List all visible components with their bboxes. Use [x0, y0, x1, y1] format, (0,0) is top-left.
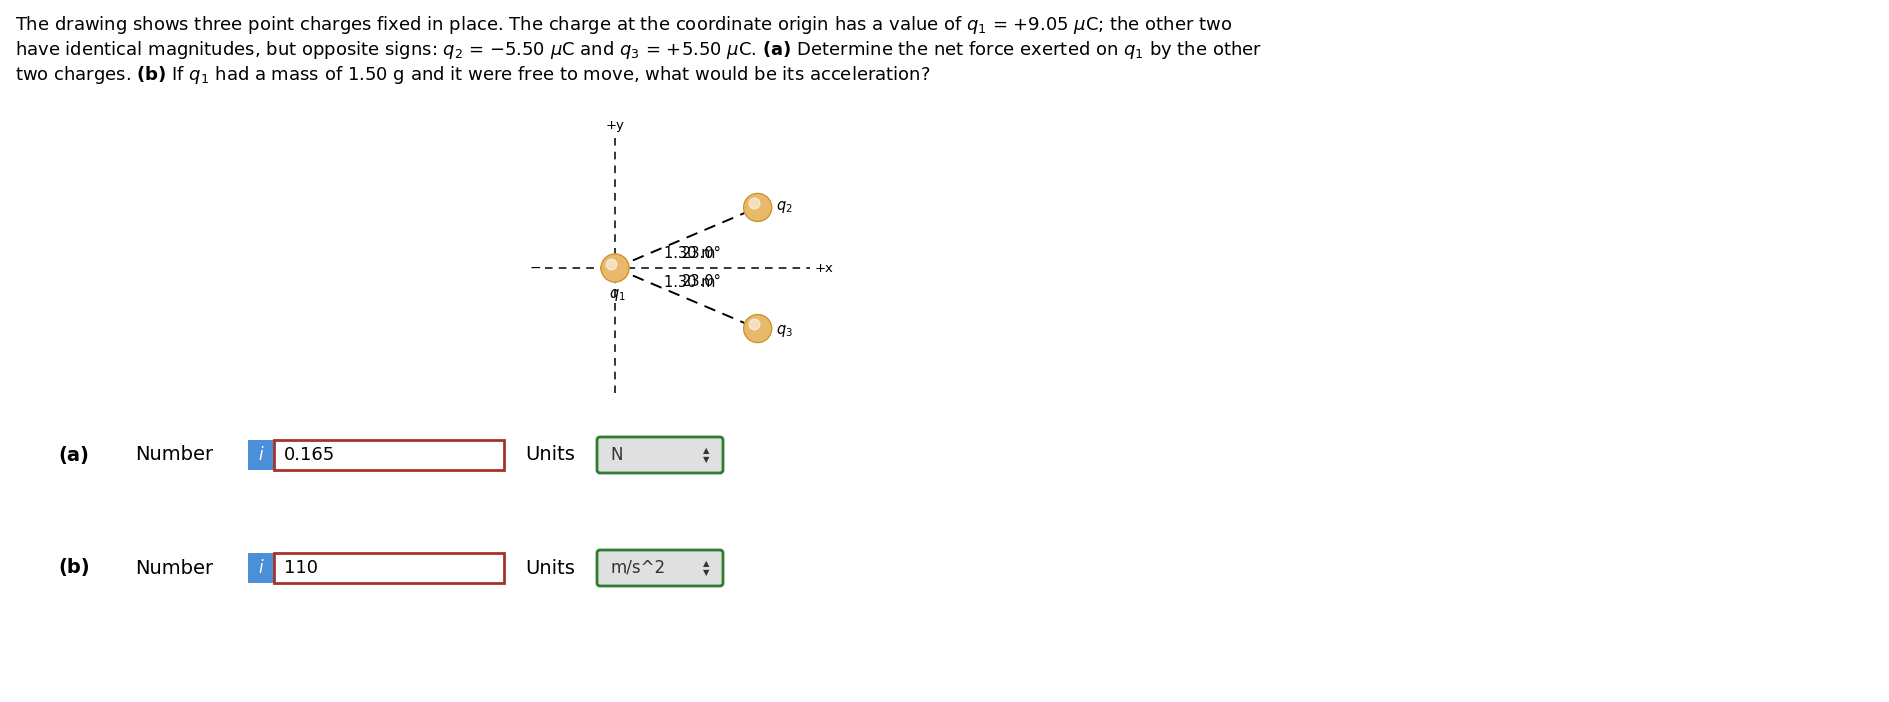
Text: −: −: [529, 261, 540, 275]
Circle shape: [601, 254, 629, 282]
Text: 1.30 m: 1.30 m: [663, 246, 716, 261]
Text: 110: 110: [283, 559, 317, 577]
Text: Units: Units: [525, 559, 574, 578]
Text: m/s^2: m/s^2: [610, 559, 665, 577]
Text: N: N: [610, 446, 621, 464]
Text: +x: +x: [814, 262, 833, 274]
Text: The drawing shows three point charges fixed in place. The charge at the coordina: The drawing shows three point charges fi…: [15, 14, 1232, 36]
Text: 0.165: 0.165: [283, 446, 334, 464]
FancyBboxPatch shape: [274, 553, 504, 583]
Text: ▲: ▲: [703, 559, 708, 569]
Text: (b): (b): [59, 559, 89, 578]
Text: 23.0°: 23.0°: [682, 274, 722, 289]
Text: two charges. $\mathbf{(b)}$ If $q_1$ had a mass of 1.50 g and it were free to mo: two charges. $\mathbf{(b)}$ If $q_1$ had…: [15, 64, 929, 86]
Text: $q_3$: $q_3$: [774, 322, 791, 338]
Text: Units: Units: [525, 446, 574, 465]
Circle shape: [742, 194, 771, 221]
Circle shape: [742, 314, 771, 343]
FancyBboxPatch shape: [247, 553, 274, 583]
FancyBboxPatch shape: [274, 440, 504, 470]
Text: Number: Number: [134, 446, 213, 465]
Text: (a): (a): [59, 446, 89, 465]
Text: +y: +y: [604, 119, 623, 132]
Text: $q_2$: $q_2$: [774, 199, 791, 216]
Text: Number: Number: [134, 559, 213, 578]
Text: $\it{i}$: $\it{i}$: [257, 559, 264, 577]
FancyBboxPatch shape: [247, 440, 274, 470]
Text: ▼: ▼: [703, 456, 708, 465]
Text: ▼: ▼: [703, 569, 708, 578]
Text: 1.30 m: 1.30 m: [663, 275, 716, 290]
Text: $q_1$: $q_1$: [608, 287, 625, 303]
FancyBboxPatch shape: [597, 437, 723, 473]
Text: ▲: ▲: [703, 446, 708, 456]
Text: 23.0°: 23.0°: [682, 246, 722, 262]
Text: have identical magnitudes, but opposite signs: $q_2$ = −5.50 $\mu$C and $q_3$ = : have identical magnitudes, but opposite …: [15, 39, 1262, 61]
Text: $\it{i}$: $\it{i}$: [257, 446, 264, 464]
FancyBboxPatch shape: [597, 550, 723, 586]
